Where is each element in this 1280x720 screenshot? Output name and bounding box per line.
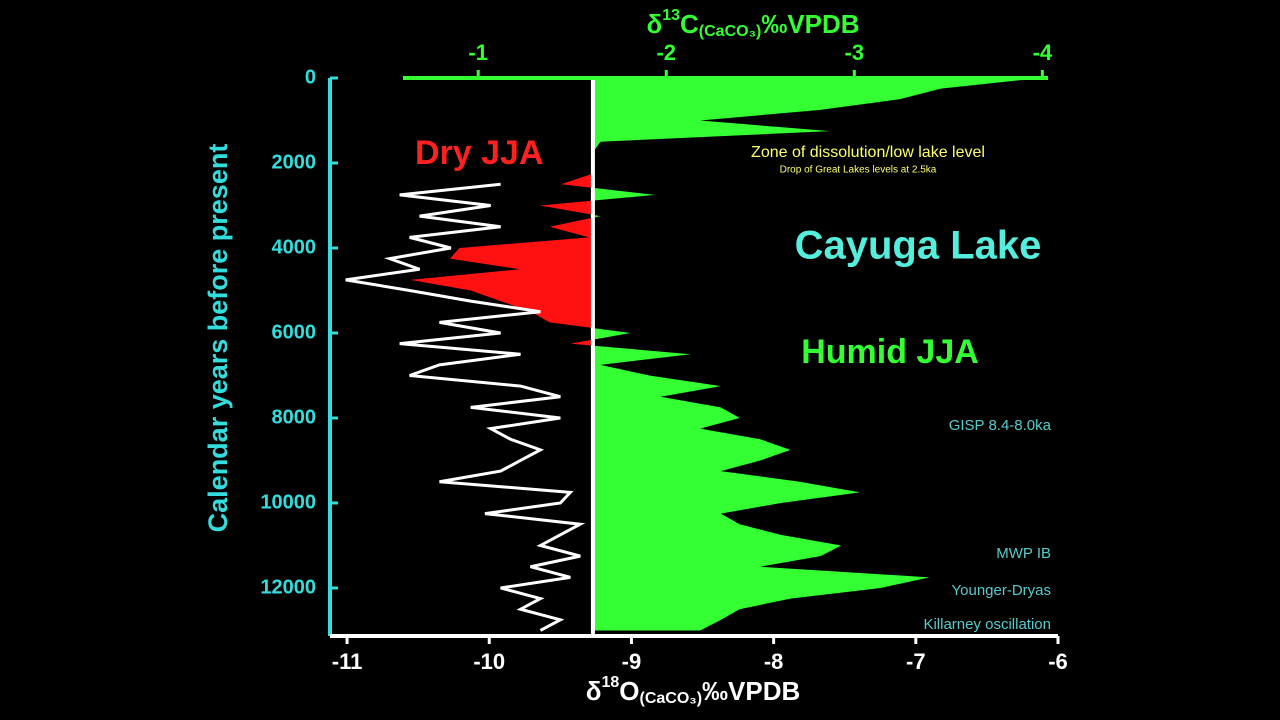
x2-tick-label: -2	[656, 40, 676, 65]
y-tick-label: 12000	[260, 576, 316, 598]
x-tick-label: -10	[473, 649, 505, 674]
annotation: Cayuga Lake	[795, 224, 1042, 268]
y-axis-title: Calendar years before present	[203, 144, 233, 533]
x-tick-label: -6	[1048, 649, 1068, 674]
axis-title-part: δ	[586, 676, 602, 706]
axis-title-part: C	[680, 9, 699, 39]
axis-title-part: ‰VPDB	[761, 9, 859, 39]
d18o-line	[345, 182, 586, 632]
y-tick-label: 4000	[272, 236, 317, 258]
y-tick-label: 2000	[272, 151, 317, 173]
x-tick-label: -7	[906, 649, 926, 674]
x2-tick-label: -4	[1033, 40, 1053, 65]
plot: 0 2000 4000 6000 8000 10000 12000 -11 -10 -9 -8 -7 -…	[260, 40, 1067, 674]
annotation: Killarney oscillation	[923, 616, 1051, 633]
x-axis-title: δ18O(CaCO₃)‰VPDB	[586, 674, 801, 707]
x2-axis-title: δ13C(CaCO₃)‰VPDB	[646, 7, 859, 40]
y-tick-label: 8000	[272, 406, 317, 428]
axis-title-part: 18	[601, 674, 619, 691]
annotation: Zone of dissolution/low lake level	[751, 144, 985, 161]
annotation: MWP IB	[996, 545, 1051, 562]
axis-title-part: δ	[646, 9, 662, 39]
annotation: Drop of Great Lakes levels at 2.5ka	[780, 165, 937, 176]
annotation: Humid JJA	[801, 333, 979, 371]
annotation: GISP 8.4-8.0ka	[949, 417, 1052, 434]
x2-tick-label: -3	[845, 40, 865, 65]
axis-title-part: (CaCO₃)	[640, 690, 703, 707]
x2-tick-label: -1	[468, 40, 488, 65]
humid-area	[592, 78, 1041, 631]
y-tick-label: 10000	[260, 491, 316, 513]
y-tick-label: 0	[305, 66, 316, 88]
axis-title-part: (CaCO₃)	[699, 23, 762, 40]
axis-title-part: 13	[662, 7, 680, 24]
x-tick-label: -11	[332, 649, 363, 674]
annotation: Younger-Dryas	[952, 582, 1052, 599]
x-tick-label: -8	[764, 649, 784, 674]
annotation: Dry JJA	[415, 134, 544, 172]
axis-title-part: ‰VPDB	[702, 676, 800, 706]
axis-title-part: O	[619, 676, 639, 706]
x-tick-label: -9	[622, 649, 642, 674]
y-tick-label: 6000	[272, 321, 317, 343]
